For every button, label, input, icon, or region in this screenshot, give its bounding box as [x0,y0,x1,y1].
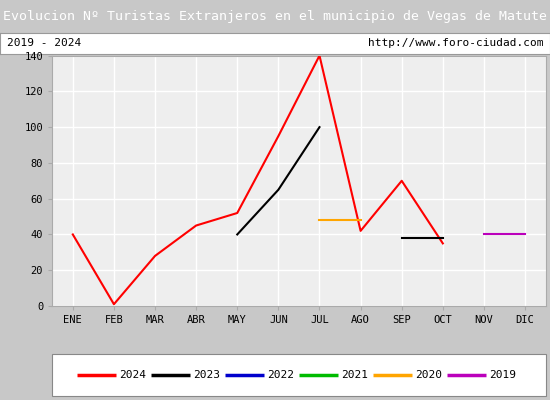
Text: Evolucion Nº Turistas Extranjeros en el municipio de Vegas de Matute: Evolucion Nº Turistas Extranjeros en el … [3,10,547,23]
FancyBboxPatch shape [52,354,546,396]
Text: 2024: 2024 [119,370,146,380]
Text: 2019: 2019 [489,370,516,380]
Text: 2020: 2020 [415,370,442,380]
Text: http://www.foro-ciudad.com: http://www.foro-ciudad.com [368,38,543,48]
Text: 2019 - 2024: 2019 - 2024 [7,38,81,48]
Text: 2023: 2023 [193,370,220,380]
Text: 2021: 2021 [341,370,368,380]
Text: 2022: 2022 [267,370,294,380]
